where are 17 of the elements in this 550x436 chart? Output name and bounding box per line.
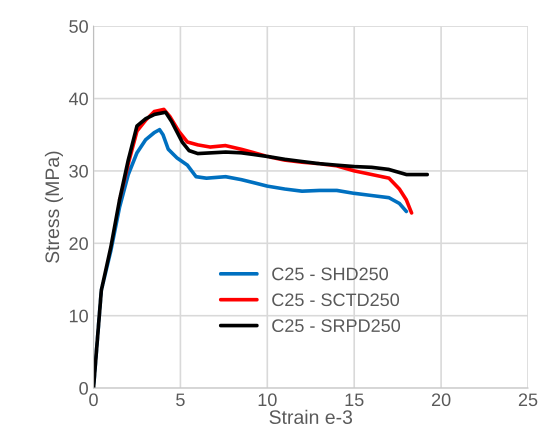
y-tick-label: 40 [68,92,88,106]
y-tick-label: 20 [69,237,88,250]
legend-label: C25 - SHD250 [272,268,388,280]
x-tick-label: 0 [89,393,98,406]
legend-label: C25 - SRPD250 [272,319,400,332]
x-tick-label: 5 [176,394,185,406]
y-tick-label: 30 [69,164,88,178]
legend-label: C25 - SCTD250 [272,293,400,306]
x-tick-label: 25 [518,393,538,406]
y-tick-label: 50 [69,20,88,33]
y-tick-label: 10 [70,310,88,322]
y-tick-label: 0 [79,382,88,395]
x-axis-title: Strain e-3 [269,410,352,424]
y-axis-title: Stress (MPa) [44,152,63,263]
x-tick-label: 10 [258,393,277,406]
x-tick-label: 20 [432,393,450,406]
x-tick-label: 15 [346,394,364,406]
